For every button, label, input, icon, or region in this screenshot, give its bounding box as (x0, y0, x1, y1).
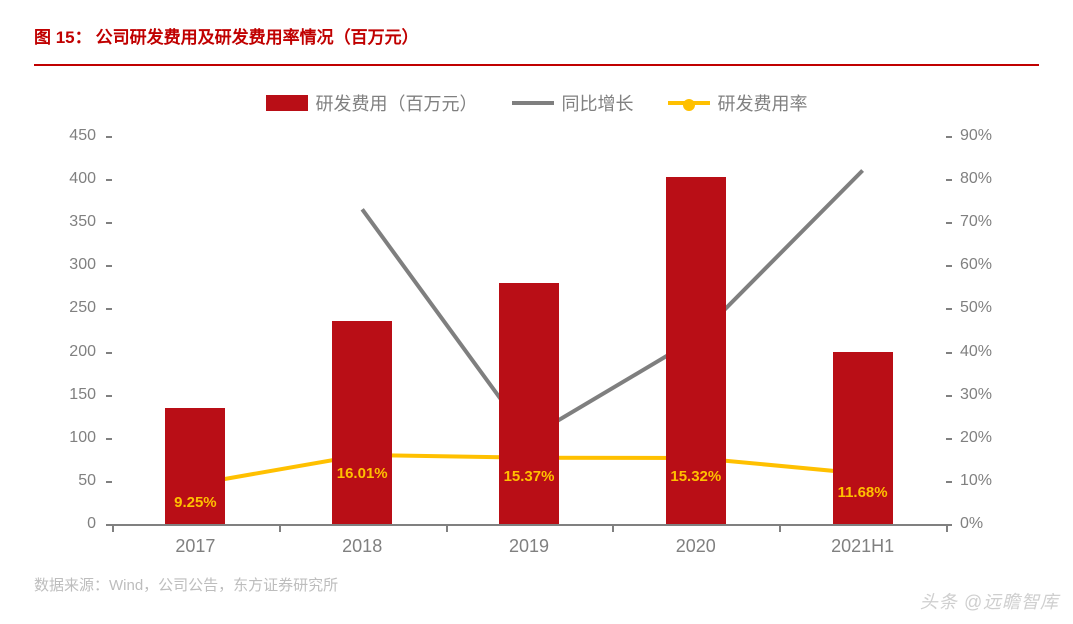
y-left-tick-mark (106, 395, 112, 397)
legend-item: 同比增长 (512, 90, 634, 116)
y-left-tick-mark (106, 438, 112, 440)
y-left-tick-label: 350 (26, 213, 96, 231)
y-axis-left: 050100150200250300350400450 (34, 136, 104, 524)
y-right-tick-mark (946, 352, 952, 354)
y-right-tick-label: 70% (960, 213, 1030, 231)
x-tick-mark (612, 524, 614, 532)
x-axis (112, 524, 946, 526)
y-right-tick-mark (946, 179, 952, 181)
chart-title-bar: 图 15： 公司研发费用及研发费用率情况（百万元） (34, 18, 1039, 66)
rate-point-label: 15.32% (670, 468, 721, 485)
y-left-tick-mark (106, 481, 112, 483)
x-tick-mark (946, 524, 948, 532)
chart-title-prefix: 图 15： (34, 23, 92, 48)
y-left-tick-mark (106, 308, 112, 310)
x-tick-mark (112, 524, 114, 532)
y-right-tick-mark (946, 308, 952, 310)
rate-point-label: 16.01% (337, 465, 388, 482)
x-category-label: 2017 (175, 536, 215, 557)
rate-point-label: 9.25% (174, 494, 217, 511)
y-right-tick-mark (946, 395, 952, 397)
x-category-label: 2020 (676, 536, 716, 557)
y-left-tick-label: 150 (26, 386, 96, 404)
y-right-tick-label: 40% (960, 343, 1030, 361)
bar (332, 321, 392, 524)
y-axis-right: 0%10%20%30%40%50%60%70%80%90% (952, 136, 1022, 524)
rate-point-label: 11.68% (838, 484, 888, 501)
y-right-tick-label: 60% (960, 256, 1030, 274)
y-left-tick-mark (106, 136, 112, 138)
legend-label: 研发费用率 (718, 90, 808, 116)
legend-label: 同比增长 (562, 90, 634, 116)
y-right-tick-label: 50% (960, 299, 1030, 317)
x-category-label: 2021H1 (831, 536, 894, 557)
y-left-tick-label: 50 (26, 472, 96, 490)
legend-item: 研发费用（百万元） (266, 90, 478, 116)
rate-point-label: 15.37% (504, 468, 555, 485)
y-right-tick-mark (946, 481, 952, 483)
legend-item: 研发费用率 (668, 90, 808, 116)
y-left-tick-mark (106, 179, 112, 181)
x-tick-mark (446, 524, 448, 532)
x-category-label: 2019 (509, 536, 549, 557)
x-category-label: 2018 (342, 536, 382, 557)
y-right-tick-label: 90% (960, 127, 1030, 145)
y-right-tick-label: 10% (960, 472, 1030, 490)
x-tick-mark (279, 524, 281, 532)
y-left-tick-label: 250 (26, 299, 96, 317)
legend: 研发费用（百万元） 同比增长 研发费用率 (0, 86, 1073, 120)
y-right-tick-mark (946, 136, 952, 138)
y-right-tick-mark (946, 438, 952, 440)
y-right-tick-mark (946, 265, 952, 267)
watermark: 头条 @远瞻智库 (920, 588, 1059, 614)
source-footer: 数据来源：Wind，公司公告，东方证券研究所 (34, 574, 338, 595)
y-left-tick-label: 200 (26, 343, 96, 361)
y-left-tick-label: 100 (26, 429, 96, 447)
y-left-tick-mark (106, 352, 112, 354)
chart-title-text: 公司研发费用及研发费用率情况（百万元） (96, 23, 419, 48)
y-right-tick-label: 80% (960, 170, 1030, 188)
y-left-tick-label: 450 (26, 127, 96, 145)
bar (499, 283, 559, 524)
y-right-tick-label: 30% (960, 386, 1030, 404)
x-tick-mark (779, 524, 781, 532)
legend-swatch-marker (683, 99, 695, 111)
y-right-tick-mark (946, 222, 952, 224)
y-left-tick-label: 300 (26, 256, 96, 274)
y-left-tick-mark (106, 222, 112, 224)
growth-line (362, 170, 862, 437)
y-right-tick-label: 0% (960, 515, 1030, 533)
legend-swatch-line (512, 101, 554, 105)
y-left-tick-mark (106, 265, 112, 267)
figure: 图 15： 公司研发费用及研发费用率情况（百万元） 研发费用（百万元）同比增长研… (0, 0, 1073, 624)
legend-swatch-line (668, 101, 710, 105)
y-left-tick-label: 400 (26, 170, 96, 188)
legend-label: 研发费用（百万元） (316, 90, 478, 116)
plot-area: 9.25% 16.01% 15.37% 15.32% 11.68% (112, 136, 946, 524)
y-right-tick-label: 20% (960, 429, 1030, 447)
legend-swatch-bar (266, 95, 308, 111)
y-left-tick-label: 0 (26, 515, 96, 533)
